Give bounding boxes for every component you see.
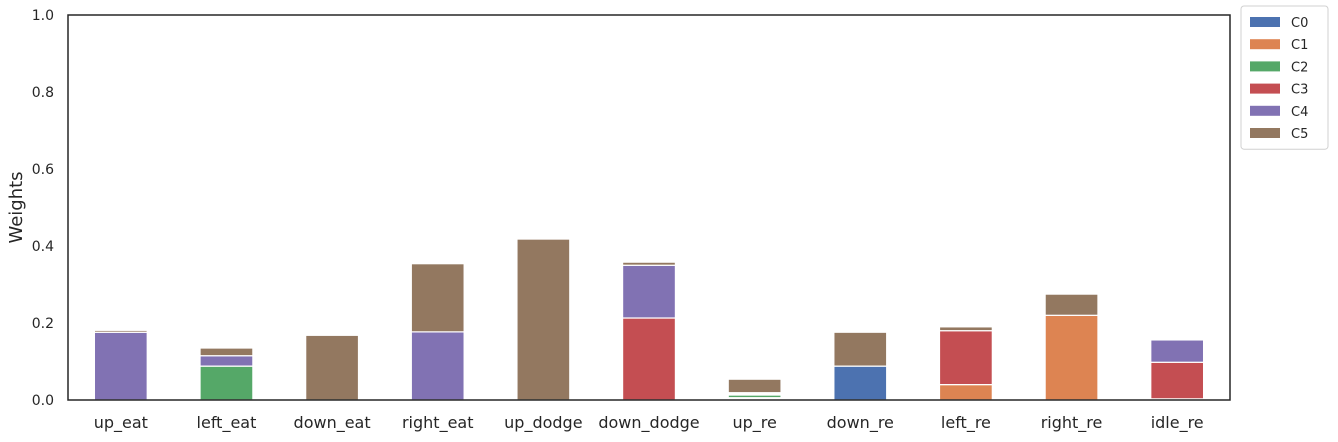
- bar-segment-c5-left-eat: [199, 347, 254, 357]
- bar-segment-c1-right-re: [1044, 314, 1099, 401]
- bar-segment-c5-down-dodge: [621, 261, 677, 266]
- y-tick-label: 0.8: [32, 85, 54, 101]
- legend-label-c5: C5: [1291, 127, 1308, 142]
- x-tick-label: down_re: [827, 413, 894, 433]
- y-tick-label: 1.0: [32, 8, 54, 24]
- x-tick-label: up_dodge: [504, 413, 582, 433]
- x-tick-label: up_eat: [94, 413, 148, 433]
- x-tick-label: down_dodge: [598, 413, 699, 433]
- x-tick-label: right_eat: [402, 413, 474, 433]
- bars-layer: [93, 238, 1205, 401]
- bar-segment-c3-down-dodge: [621, 317, 677, 401]
- y-tick-label: 0.6: [32, 162, 54, 178]
- legend-label-c4: C4: [1291, 105, 1308, 120]
- legend-swatch-c1: [1250, 39, 1280, 50]
- bar-segment-c5-down-eat: [305, 334, 360, 401]
- bar-segment-c5-up-dodge: [516, 238, 571, 401]
- legend-label-c2: C2: [1291, 60, 1308, 75]
- bar-segment-c5-up-re: [727, 378, 782, 394]
- y-tick-label: 0.2: [32, 316, 54, 332]
- bar-segment-c0-down-re: [833, 365, 888, 401]
- y-tick-label: 0.0: [32, 393, 54, 409]
- bar-segment-c4-idle-re: [1150, 339, 1205, 363]
- bar-segment-c3-left-re: [938, 330, 993, 386]
- x-tick-label: right_re: [1041, 413, 1103, 433]
- x-axis: up_eat left_eat down_eat right_eat up_dodge d…: [94, 413, 1204, 433]
- bar-segment-c5-left-re: [938, 326, 993, 332]
- legend-label-c0: C0: [1291, 16, 1308, 31]
- legend-box: [1240, 5, 1329, 150]
- bar-segment-c4-left-eat: [199, 355, 254, 367]
- y-axis-title: Weights: [6, 171, 27, 243]
- legend-swatch-c5: [1250, 128, 1280, 138]
- legend-swatch-c2: [1250, 61, 1280, 72]
- bar-segment-c4-right-eat: [410, 331, 465, 401]
- bar-segment-c2-left-eat: [199, 365, 254, 401]
- bar-segment-c1-left-re: [938, 384, 993, 401]
- x-tick-label: idle_re: [1151, 413, 1204, 433]
- legend: C0 C1 C2 C3 C4 C5: [1240, 5, 1329, 150]
- x-tick-label: left_re: [941, 413, 991, 433]
- x-tick-label: down_eat: [294, 413, 371, 433]
- bar-segment-c5-right-re: [1044, 293, 1099, 316]
- legend-swatch-c3: [1250, 83, 1280, 94]
- y-tick-label: 0.4: [32, 239, 54, 255]
- legend-label-c1: C1: [1291, 38, 1308, 53]
- bar-segment-c4-up-eat: [93, 331, 148, 401]
- plot-frame: [67, 14, 1231, 401]
- legend-label-c3: C3: [1291, 83, 1308, 98]
- bar-segment-c4-down-dodge: [621, 264, 677, 319]
- bar-segment-c3-idle-re: [1150, 361, 1205, 400]
- legend-swatch-c0: [1250, 17, 1280, 27]
- legend-swatch-c4: [1250, 105, 1280, 116]
- bar-segment-c5-right-eat: [410, 263, 465, 333]
- bar-segment-c5-up-eat: [93, 329, 148, 333]
- bar-segment-c5-down-re: [833, 331, 888, 367]
- x-tick-label: up_re: [732, 413, 776, 433]
- x-tick-label: left_eat: [197, 413, 257, 433]
- y-axis: 0.0 0.2 0.4 0.6 0.8 1.0: [32, 8, 54, 409]
